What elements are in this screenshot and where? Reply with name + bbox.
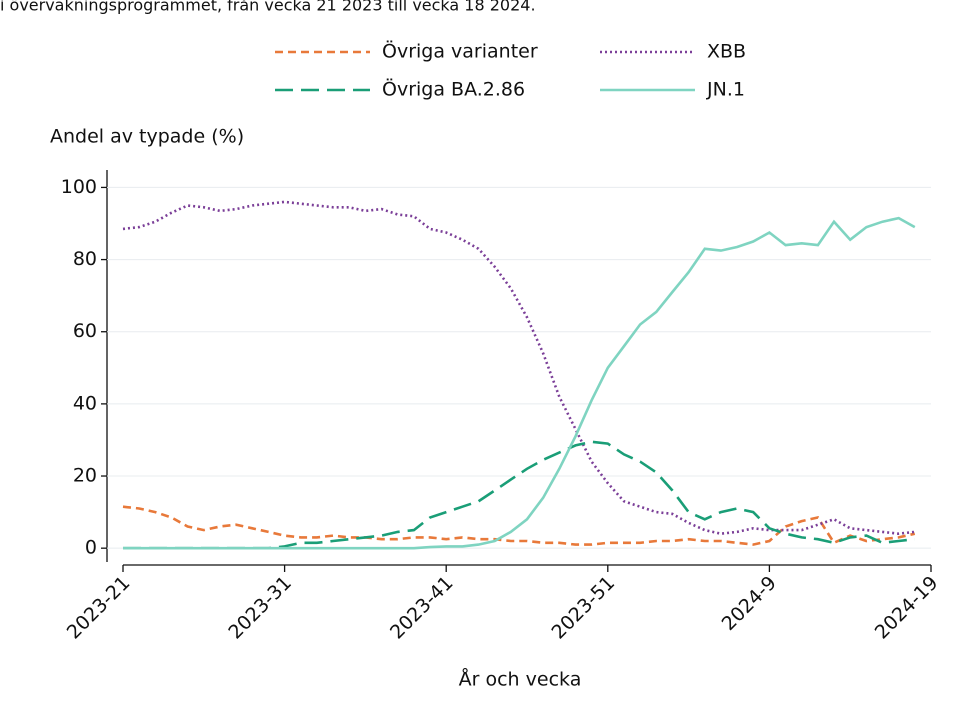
legend-label: XBB [707, 41, 746, 63]
x-axis-label: År och vecka [459, 668, 582, 691]
y-tick-label: 40 [73, 392, 97, 414]
legend-label: Övriga varianter [382, 40, 538, 63]
x-tick-label: 2023-51 [548, 572, 620, 644]
legend-label: JN.1 [706, 79, 745, 101]
x-tick-label: 2023-41 [386, 572, 458, 644]
y-axis-label: Andel av typade (%) [50, 126, 244, 148]
y-tick-label: 60 [73, 320, 97, 342]
y-tick-label: 80 [73, 248, 97, 270]
series-line [122, 200, 915, 536]
x-tick-label: 2024-19 [871, 572, 943, 644]
x-tick-label: 2023-21 [63, 572, 135, 644]
y-tick-label: 20 [73, 465, 97, 487]
y-tick-label: 100 [61, 176, 97, 198]
x-tick-label: 2024-9 [718, 572, 781, 635]
subtitle: i övervakningsprogrammet, från vecka 21 … [0, 0, 536, 15]
legend-label: Övriga BA.2.86 [382, 78, 525, 101]
y-tick-label: 0 [85, 537, 97, 559]
series-line [123, 440, 915, 550]
series-line [123, 216, 916, 550]
series-line [122, 505, 916, 546]
x-tick-label: 2023-31 [224, 572, 296, 644]
